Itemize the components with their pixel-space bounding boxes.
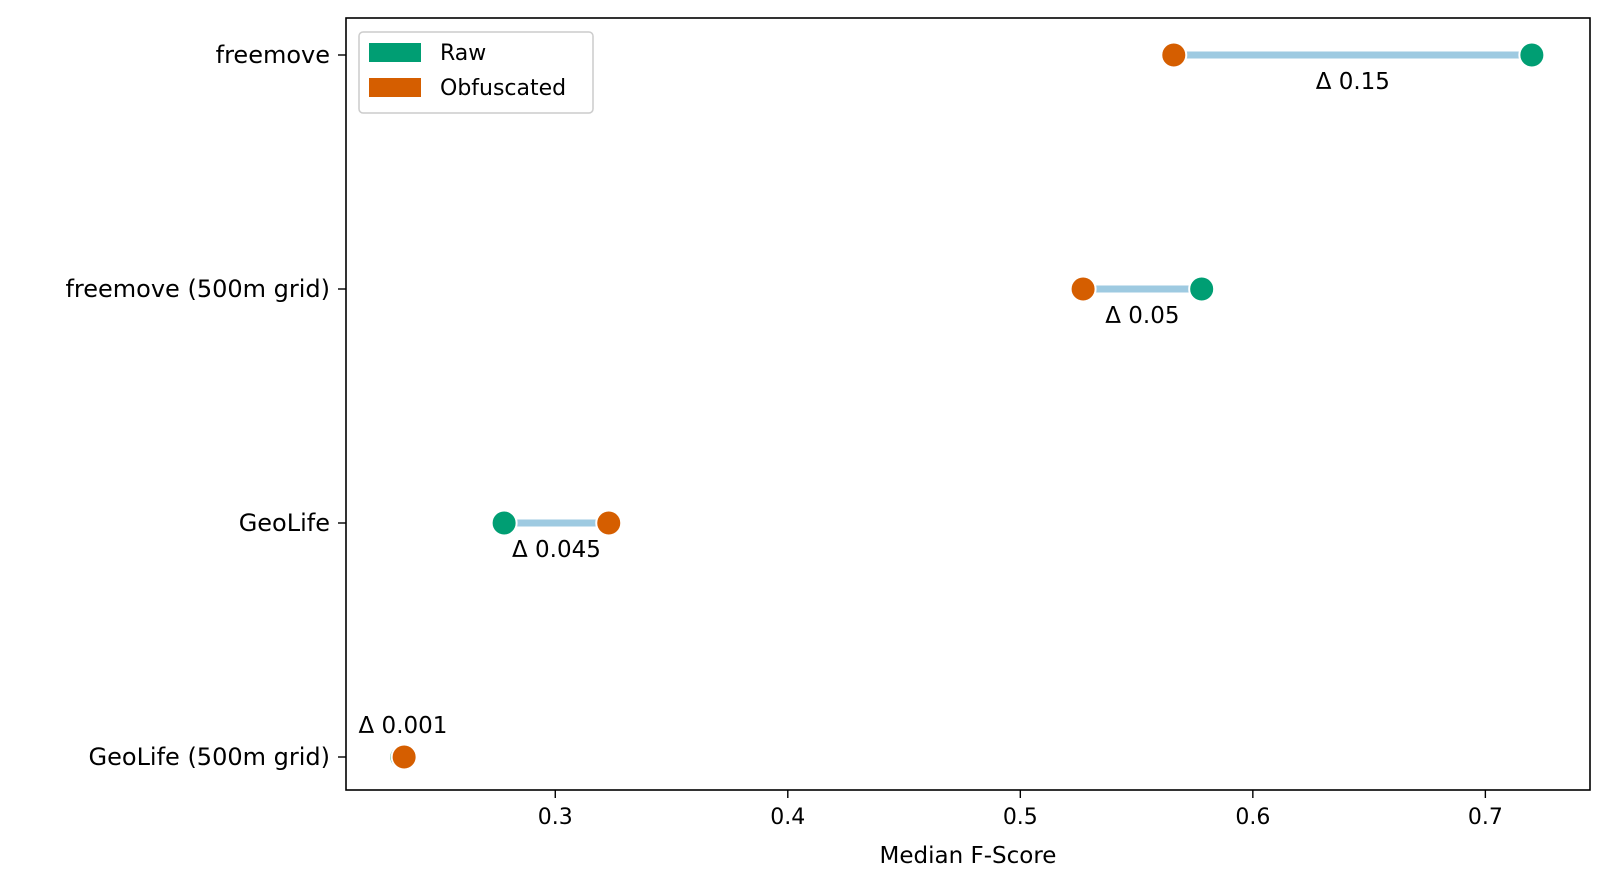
plot-area-frame [345, 17, 1591, 791]
legend-label: Obfuscated [440, 76, 566, 101]
y-tick-label: GeoLife [239, 509, 330, 537]
obfuscated-point [390, 743, 418, 771]
x-tick-label: 0.4 [770, 805, 805, 830]
legend-swatch [369, 43, 421, 62]
delta-label: Δ 0.15 [1316, 69, 1390, 95]
delta-label: Δ 0.045 [512, 537, 601, 563]
x-tick-label: 0.6 [1235, 805, 1270, 830]
legend-label: Raw [440, 41, 486, 66]
raw-point [490, 509, 518, 537]
delta-label: Δ 0.05 [1105, 303, 1179, 329]
raw-point [1188, 275, 1216, 303]
y-tick-label: freemove [216, 41, 330, 69]
x-tick-label: 0.7 [1468, 805, 1503, 830]
obfuscated-point [595, 509, 623, 537]
obfuscated-point [1160, 41, 1188, 69]
y-tick-label: GeoLife (500m grid) [89, 743, 330, 771]
legend: Raw Obfuscated [358, 31, 594, 114]
legend-swatch [369, 78, 421, 97]
delta-label: Δ 0.001 [359, 713, 448, 739]
x-tick-label: 0.5 [1003, 805, 1038, 830]
y-tick-label: freemove (500m grid) [65, 275, 330, 303]
obfuscated-point [1069, 275, 1097, 303]
x-axis-title: Median F-Score [880, 843, 1057, 869]
x-tick-label: 0.3 [538, 805, 573, 830]
raw-point [1518, 41, 1546, 69]
